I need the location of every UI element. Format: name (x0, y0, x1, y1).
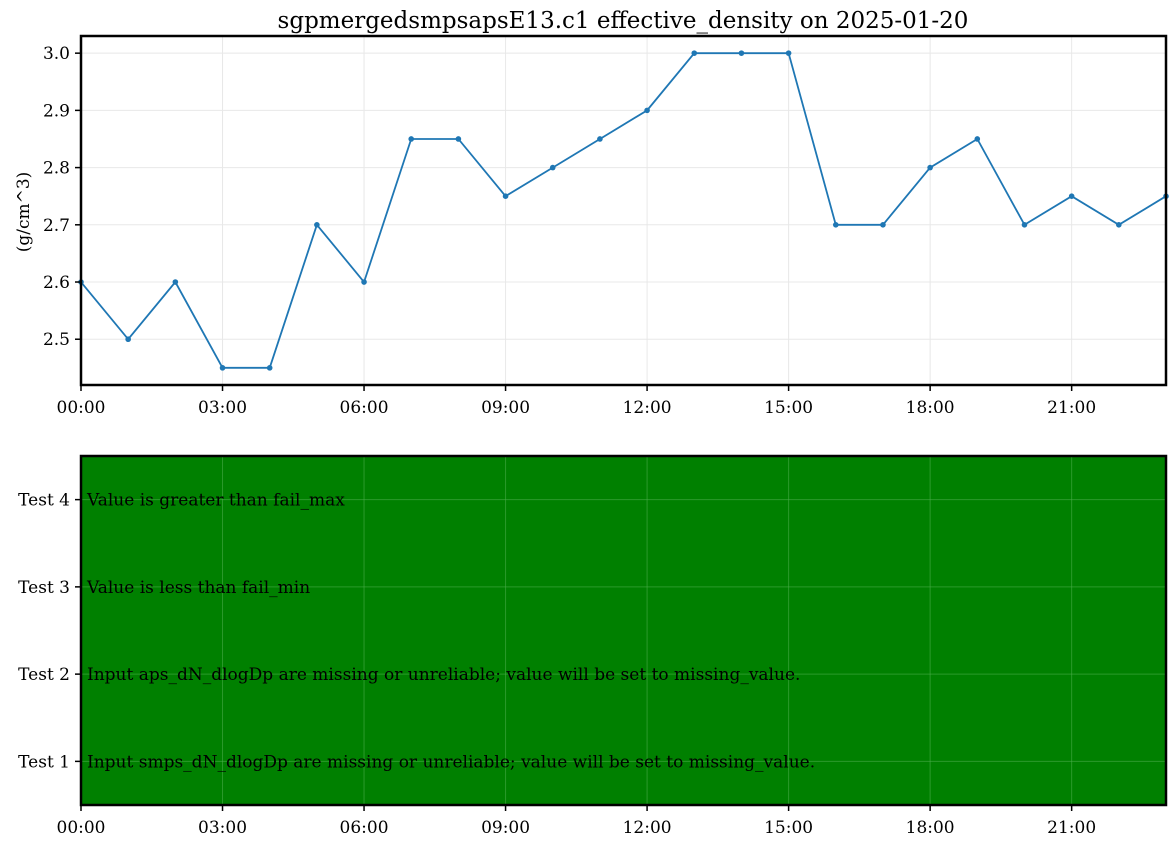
bottom-plot-frame (79, 454, 1168, 807)
x-tick-label: 00:00 (57, 818, 106, 838)
qc-test-rows: Value is greater than fail_max Value is l… (86, 491, 815, 773)
data-point (644, 107, 650, 114)
data-point (974, 136, 981, 142)
y-tick-label: 3.0 (43, 44, 70, 64)
test-label: Test 1 (18, 752, 70, 772)
x-tick-label: 21:00 (1047, 818, 1096, 838)
test-label: Test 2 (18, 665, 70, 685)
test-label: Test 3 (18, 578, 70, 598)
data-point (1116, 222, 1122, 228)
qc-pass-area (81, 456, 1166, 805)
test-description: Input aps_dN_dlogDp are missing or unrel… (87, 665, 800, 685)
y-tick-label: 2.5 (43, 330, 70, 350)
x-tick-label: 15:00 (764, 398, 813, 418)
x-tick-label: 03:00 (198, 398, 247, 418)
series-path (80, 52, 1167, 369)
y-tick-label: 2.7 (43, 216, 70, 236)
data-point (549, 164, 556, 171)
x-tick-label: 15:00 (764, 818, 813, 838)
series-line (78, 50, 1169, 371)
x-tick-label: 03:00 (198, 818, 247, 838)
data-point (1068, 193, 1075, 199)
data-point (832, 222, 839, 228)
top-gridlines (80, 36, 1166, 385)
y-tick-label: 2.8 (43, 159, 70, 179)
data-point (502, 193, 509, 199)
x-tick-label: 00:00 (57, 398, 106, 418)
y-tick-label: 2.9 (43, 101, 70, 121)
top-plot-frame (79, 34, 1168, 387)
test-description: Input smps_dN_dlogDp are missing or unre… (87, 752, 815, 772)
test-label: Test 4 (18, 491, 70, 511)
bottom-gridlines (80, 456, 1166, 805)
data-point (455, 136, 462, 142)
x-tick-label: 09:00 (481, 818, 530, 838)
data-point (219, 365, 226, 371)
x-tick-label: 09:00 (481, 398, 530, 418)
data-point (408, 136, 415, 142)
x-tick-label: 21:00 (1047, 398, 1096, 418)
data-point (266, 365, 273, 371)
data-point (1021, 222, 1028, 228)
x-tick-label: 12:00 (623, 818, 672, 838)
data-point (125, 336, 131, 343)
data-point (927, 164, 933, 171)
data-point (738, 50, 745, 56)
data-point (314, 222, 320, 228)
y-axis-label: (g/cm^3) (14, 172, 34, 253)
x-tick-label: 06:00 (340, 398, 389, 418)
chart-title: sgpmergedsmpsapsE13.c1 effective_density… (278, 8, 969, 34)
test-description: Value is less than fail_min (86, 578, 310, 598)
x-tick-label: 06:00 (340, 818, 389, 838)
test-description: Value is greater than fail_max (86, 491, 345, 511)
data-point (691, 50, 698, 56)
x-tick-label: 12:00 (623, 398, 672, 418)
data-point (785, 50, 792, 56)
x-tick-label: 18:00 (906, 818, 955, 838)
data-point (361, 279, 367, 285)
y-tick-label: 2.6 (43, 273, 70, 293)
data-point (597, 136, 603, 142)
x-tick-label: 18:00 (906, 398, 955, 418)
bottom-axis-ticks: 00:00 03:00 06:00 09:00 12:00 15:00 18:00 21:00… (18, 491, 1096, 838)
data-point (880, 222, 886, 228)
data-point (172, 279, 179, 285)
top-axis-ticks: 00:00 03:00 06:00 09:00 12:00 15:00 18:00 21:00… (43, 44, 1096, 418)
